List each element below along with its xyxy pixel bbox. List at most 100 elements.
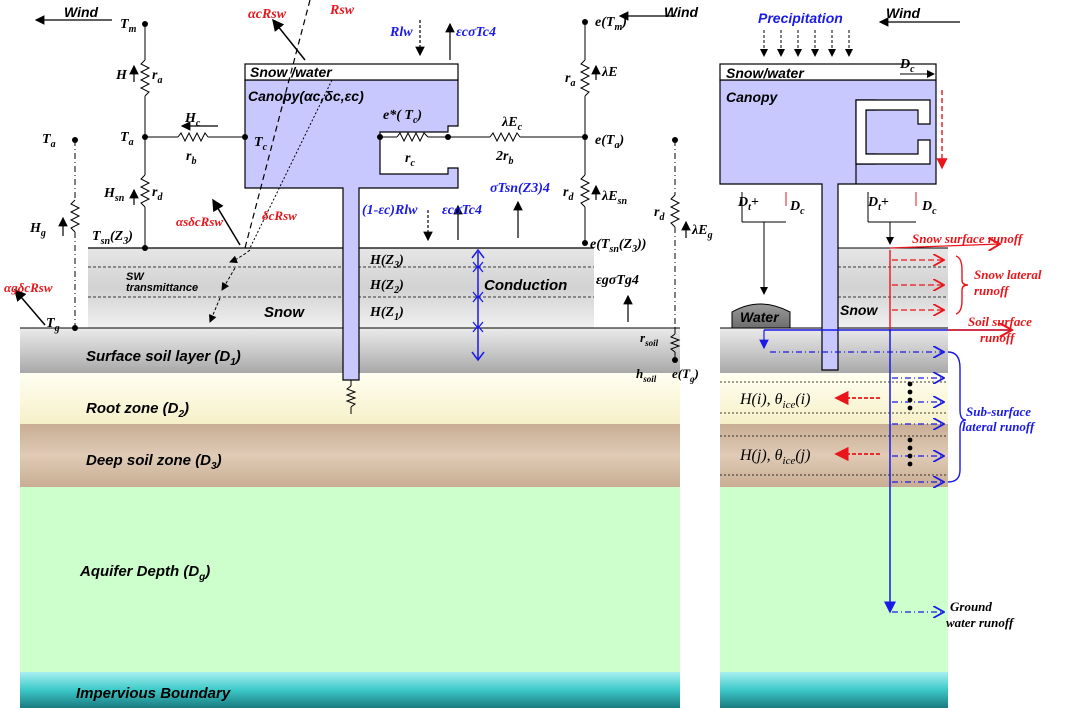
impervious-label: Impervious Boundary: [76, 685, 231, 702]
svg-text:Dc: Dc: [921, 199, 937, 217]
drip-labels: Dt+ Dc Dt+ Dc: [737, 195, 937, 217]
svg-text:e(Tg): e(Tg): [672, 366, 699, 384]
snow-label-left: Snow: [264, 304, 305, 321]
svg-text:Dc: Dc: [899, 57, 915, 75]
svg-text:rd: rd: [152, 185, 163, 203]
svg-text:Deep soil zone (D3): Deep soil zone (D3): [86, 452, 222, 472]
right-labels: H(i), θice(i) H(j), θice(j) Snow surface…: [739, 231, 1042, 630]
svg-text:water runoff: water runoff: [946, 615, 1015, 630]
svg-text:αcRsw: αcRsw: [248, 7, 287, 22]
svg-text:Snow surface runoff: Snow surface runoff: [912, 231, 1024, 246]
svg-text:rsoil: rsoil: [640, 330, 659, 348]
svg-text:Surface soil layer (D1): Surface soil layer (D1): [86, 348, 241, 368]
svg-text:Hsn: Hsn: [103, 186, 125, 204]
runoff-arrows: [759, 244, 1012, 612]
svg-text:εcσTc4: εcσTc4: [456, 25, 496, 40]
water-pond: [731, 303, 791, 329]
svg-text:Ta: Ta: [120, 130, 134, 148]
aquifer-layer: [20, 487, 680, 672]
svg-text:εcσTc4: εcσTc4: [442, 203, 482, 218]
water-label: Water: [740, 309, 780, 325]
snow-label-right: Snow: [840, 302, 878, 318]
svg-text:ra: ra: [565, 71, 575, 89]
network-nodes: [72, 19, 678, 363]
svg-text:Dt+: Dt+: [867, 195, 889, 213]
canopy-label-right: Canopy: [726, 89, 779, 105]
drip-arrows: [741, 192, 917, 295]
svg-text:Snow lateral: Snow lateral: [974, 267, 1042, 282]
svg-text:Rsw: Rsw: [329, 3, 355, 18]
svg-text:Root zone (D2): Root zone (D2): [86, 400, 189, 420]
svg-text:λEsn: λEsn: [601, 189, 627, 207]
conduction-label: Conduction: [484, 277, 567, 294]
snow-layer: [88, 248, 594, 328]
svg-text:σTsn(Z3)4: σTsn(Z3)4: [490, 181, 550, 196]
svg-text:Ta: Ta: [42, 132, 56, 150]
svg-text:(1-εc)Rlw: (1-εc)Rlw: [362, 203, 418, 218]
impervious-layer: [20, 672, 680, 708]
svg-text:H(j), θice(j): H(j), θice(j): [739, 447, 810, 467]
svg-text:Tm: Tm: [120, 17, 137, 35]
svg-text:e(Tm): e(Tm): [595, 15, 627, 33]
svg-text:Dt+: Dt+: [737, 195, 759, 213]
svg-text:Aquifer Depth (Dg): Aquifer Depth (Dg): [79, 563, 210, 583]
svg-text:Tc: Tc: [254, 135, 268, 153]
svg-text:λE: λE: [601, 65, 618, 80]
svg-text:Tg: Tg: [46, 316, 60, 334]
aquifer-label: Aquifer Depth (D: [79, 563, 199, 580]
svg-text:rd: rd: [654, 205, 665, 223]
svg-text:αsδcRsw: αsδcRsw: [176, 214, 223, 229]
svg-text:H: H: [115, 68, 128, 83]
canopy-right: Snow/water Canopy: [719, 63, 937, 371]
flux-arrows-left: [14, 0, 691, 362]
deep-soil-layer: [20, 424, 680, 487]
svg-text:2rb: 2rb: [495, 149, 513, 167]
svg-text:e(Tsn(Z3)): e(Tsn(Z3)): [590, 237, 646, 255]
svg-text:δcRsw: δcRsw: [262, 208, 297, 223]
precip-arrows: [760, 30, 853, 57]
svg-text:SW: SW: [126, 271, 145, 283]
svg-text:e(Ta): e(Ta): [595, 133, 624, 151]
svg-text:Dc: Dc: [789, 199, 805, 217]
svg-text:εgσTg4: εgσTg4: [596, 273, 639, 288]
svg-text:H(Z1): H(Z1): [369, 305, 404, 323]
svg-text:runoff: runoff: [974, 283, 1010, 298]
svg-text:H(Z2): H(Z2): [369, 278, 404, 296]
svg-text:λEg: λEg: [691, 223, 713, 241]
svg-text:rd: rd: [563, 185, 574, 203]
svg-text:Soil surface: Soil surface: [968, 314, 1032, 329]
svg-text:H(i), θice(i): H(i), θice(i): [739, 391, 810, 411]
svg-text:H(Z3): H(Z3): [369, 253, 404, 271]
wind-label-right: Wind: [886, 5, 921, 21]
svg-text:Ground: Ground: [950, 599, 992, 614]
svg-text:Tsn(Z3): Tsn(Z3): [92, 229, 133, 247]
svg-text:ra: ra: [152, 68, 162, 86]
canopy-label-left: Canopy(: [248, 88, 305, 104]
svg-text:Sub-surface: Sub-surface: [966, 404, 1031, 419]
svg-text:Hc: Hc: [184, 111, 201, 129]
svg-text:lateral runoff: lateral runoff: [962, 419, 1036, 434]
svg-text:rb: rb: [186, 149, 196, 167]
deep-soil-label: Deep soil zone (D: [86, 452, 211, 469]
precip-label: Precipitation: [758, 10, 843, 26]
svg-text:rc: rc: [405, 151, 415, 169]
snow-water-label-right: Snow/water: [726, 65, 805, 81]
root-zone-label: Root zone (D: [86, 400, 179, 417]
svg-text:Rlw: Rlw: [389, 25, 413, 40]
wind-label-mid: Wind: [664, 4, 699, 20]
left-labels: Wind Tm H ra Hc Ta Ta rb Tc Hsn rd Hg Ts…: [4, 3, 713, 384]
svg-text:αgδcRsw: αgδcRsw: [4, 280, 53, 295]
wind-label-left: Wind: [64, 4, 99, 20]
layer-labels: Surface soil layer (D1) Root zone (D2) D…: [76, 304, 305, 702]
svg-text:Hg: Hg: [29, 221, 46, 239]
root-zone-layer: [20, 373, 680, 424]
svg-text:Canopy(αc,δc,εc): Canopy(αc,δc,εc): [248, 88, 364, 104]
svg-text:transmittance: transmittance: [126, 282, 198, 294]
svg-text:hsoil: hsoil: [636, 366, 657, 384]
surface-soil-label: Surface soil layer (D: [86, 348, 230, 365]
svg-text:runoff: runoff: [980, 330, 1016, 345]
svg-text:e*( Tc): e*( Tc): [383, 108, 422, 126]
snow-water-box-left: [244, 63, 459, 81]
